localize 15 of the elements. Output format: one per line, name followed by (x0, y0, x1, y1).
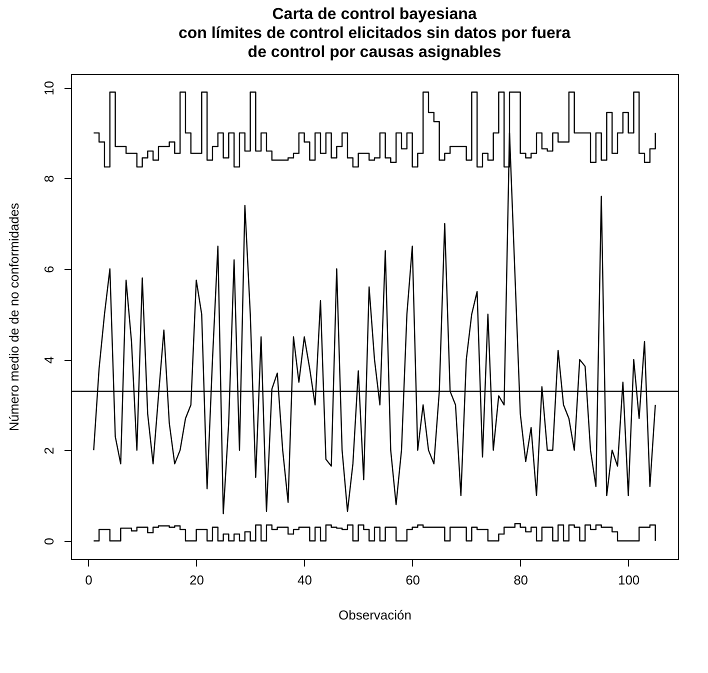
x-tick-label: 0 (85, 572, 92, 588)
x-tick-label: 100 (618, 572, 640, 588)
y-axis-title: Número medio de de no conformidades (6, 202, 22, 432)
x-tick-label: 80 (514, 572, 528, 588)
y-tick-label: 4 (42, 356, 56, 364)
y-tick-label: 10 (42, 80, 56, 96)
y-tick-label: 8 (42, 175, 56, 182)
y-tick-label: 0 (42, 538, 56, 545)
y-tick-label: 6 (42, 266, 56, 274)
x-tick-label: 20 (190, 572, 204, 588)
y-tick-label: 2 (42, 447, 56, 454)
x-tick-label: 60 (406, 572, 420, 588)
x-axis-title: Observación (338, 608, 412, 622)
chart-title: Carta de control bayesiana con límites de control elicitados sin datos por fuera de control por causas asignables (178, 6, 571, 61)
x-tick-label: 40 (298, 572, 312, 588)
